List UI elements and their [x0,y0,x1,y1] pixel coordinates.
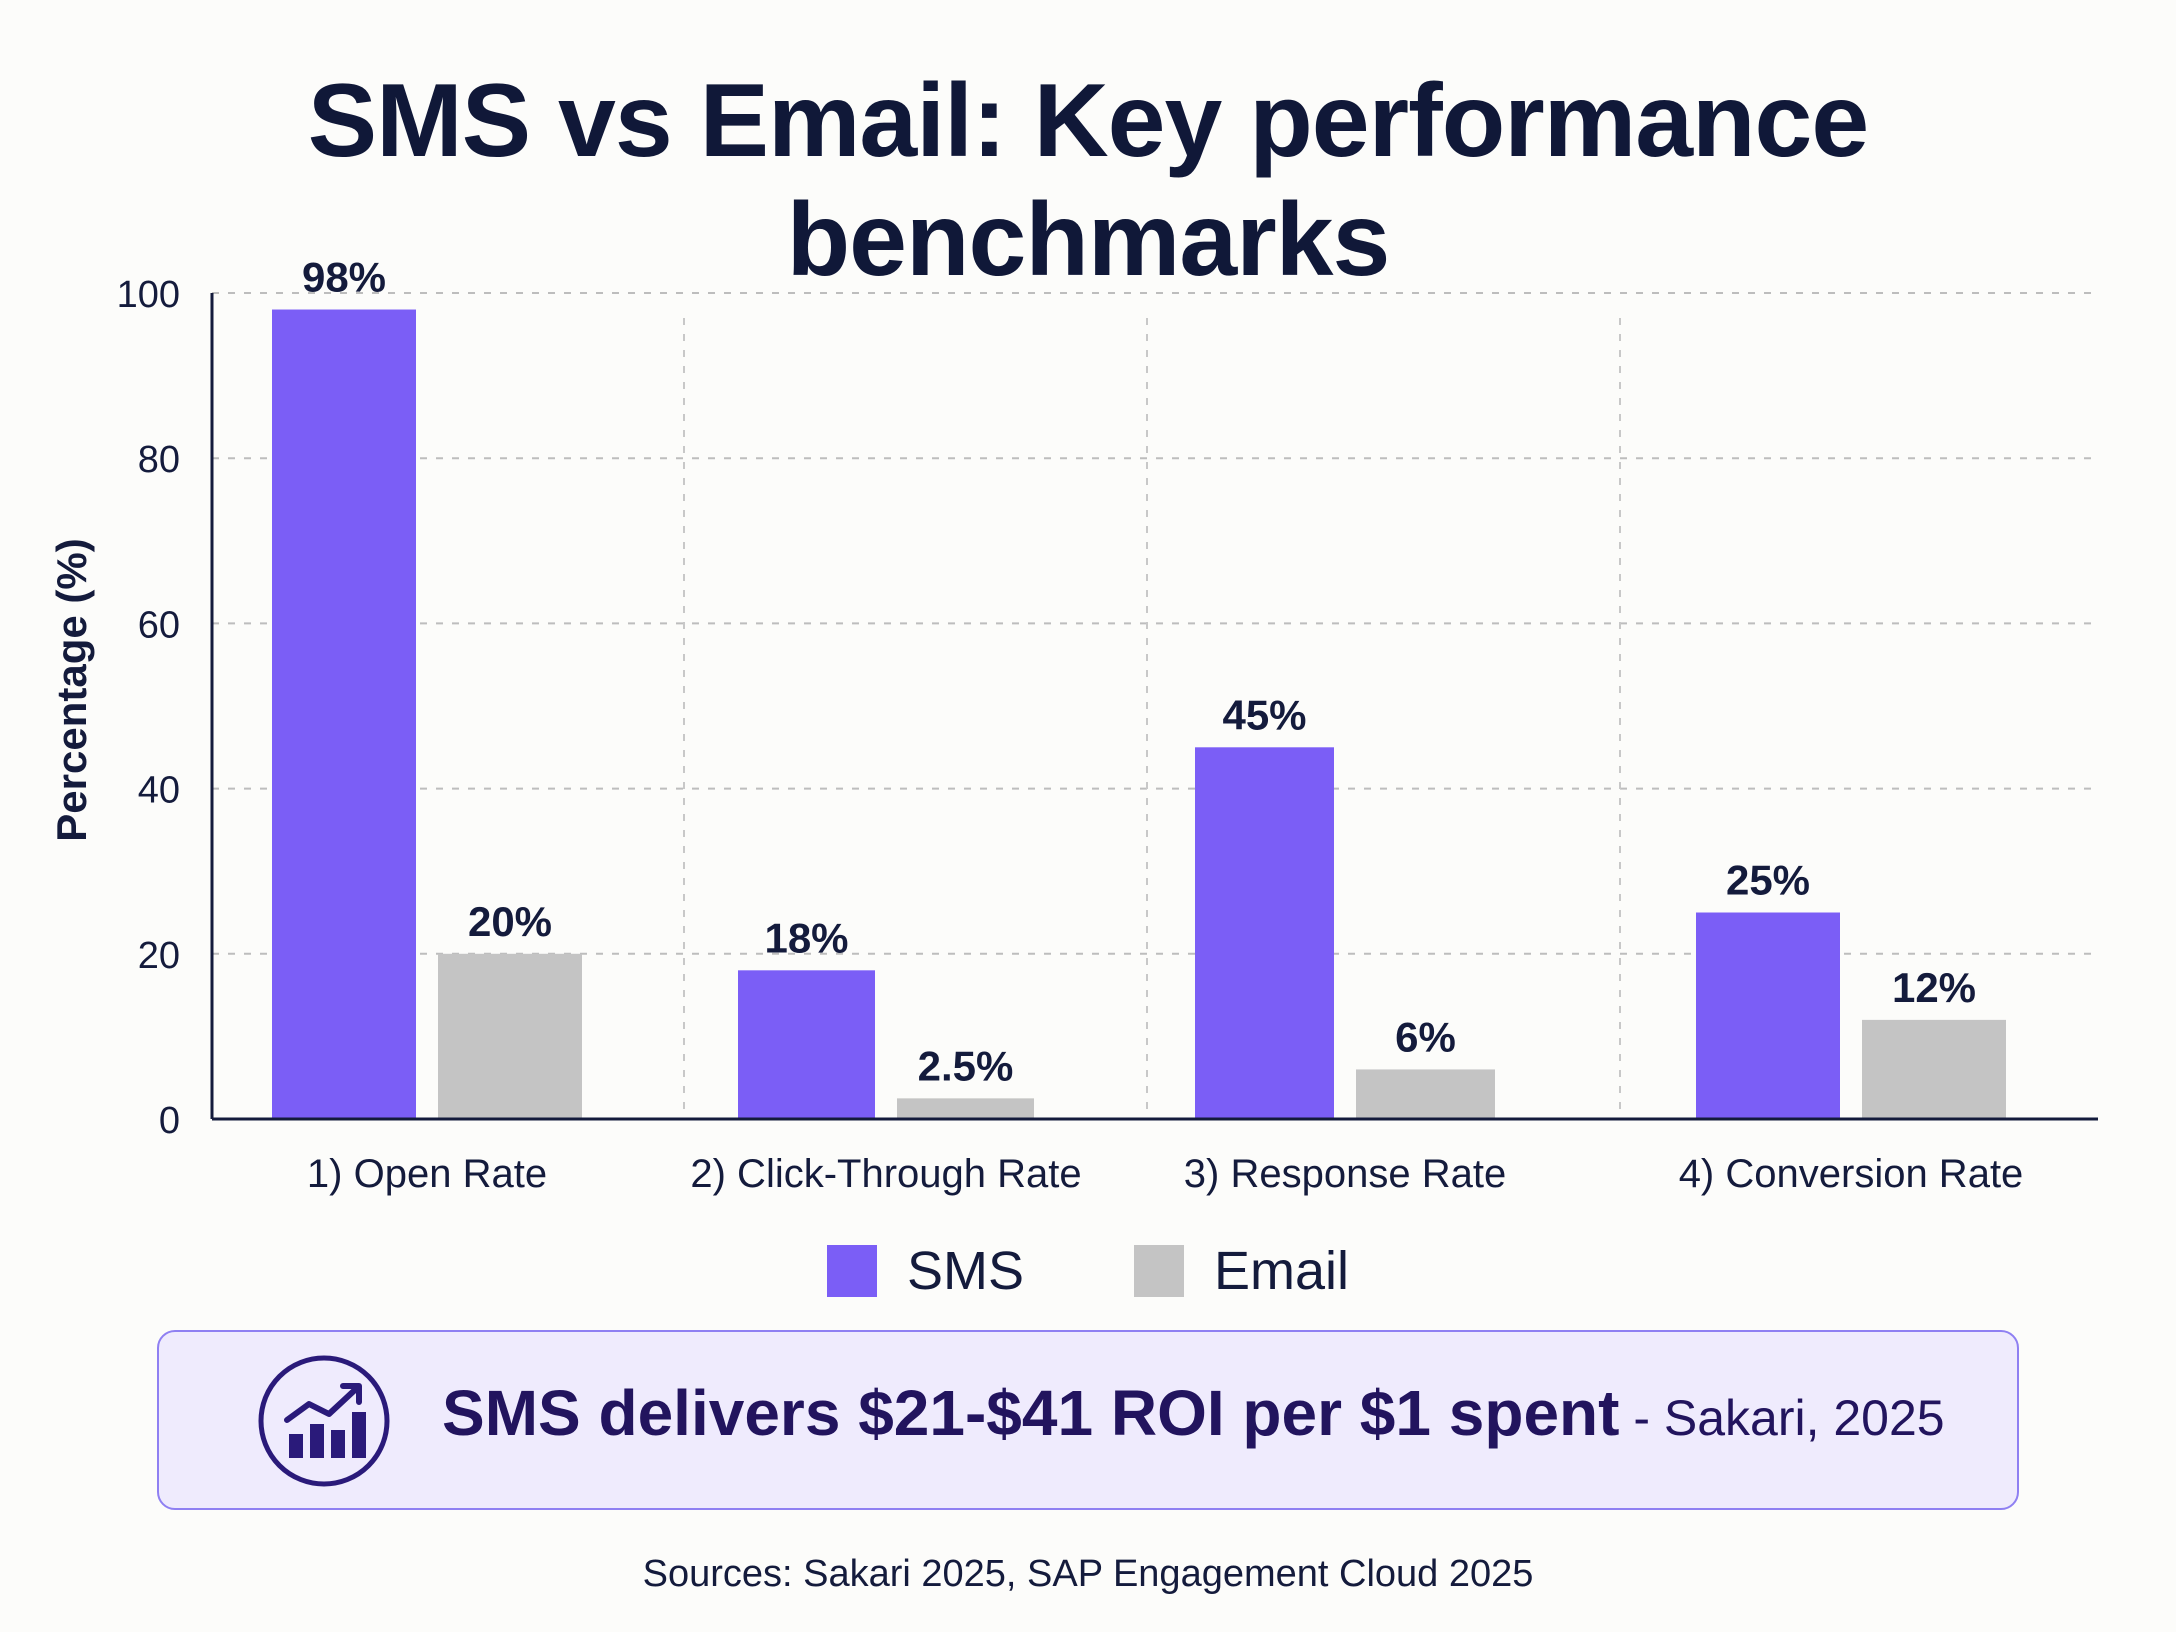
roi-source-text: - Sakari, 2025 [1619,1390,1945,1446]
data-label: 45% [1222,691,1306,738]
legend-label-email: Email [1214,1241,1350,1301]
legend-swatch-email [1134,1245,1184,1297]
y-tick-label: 80 [138,439,180,481]
y-axis-title: Percentage (%) [48,538,95,841]
bar-sms-1 [272,309,416,1119]
bar-email-3 [1356,1069,1495,1119]
data-label: 25% [1726,857,1810,904]
chart-growth-icon [258,1355,390,1487]
y-tick-label: 0 [159,1100,180,1142]
x-tick-label: 4) Conversion Rate [1679,1152,2024,1196]
bar-email-4 [1862,1019,2006,1119]
legend: SMS Email [0,1240,2176,1302]
x-tick-label: 3) Response Rate [1184,1152,1506,1196]
bars [272,309,2006,1119]
bar-email-1 [438,953,582,1119]
y-tick-label: 40 [138,770,180,812]
x-tick-label: 2) Click-Through Rate [690,1152,1081,1196]
bar-chart: 98% 20% 18% 2.5% 45% 6% 25% 12% 0 20 40 60 80 100 1) … [48,254,2098,1196]
page-title: SMS vs Email: Key performance benchmarks [307,63,1870,298]
bar-sms-4 [1696,912,1840,1119]
legend-swatch-sms [826,1245,877,1297]
legend-label-sms: SMS [906,1241,1024,1301]
bar-sms-3 [1195,747,1334,1119]
roi-statement: SMS delivers $21-$41 ROI per $1 spent - … [442,1376,1945,1450]
y-tick-label: 20 [138,935,180,977]
y-tick-label: 100 [117,274,180,316]
roi-callout: SMS delivers $21-$41 ROI per $1 spent - … [157,1330,2019,1510]
legend-item-email: Email [1134,1240,1349,1302]
legend-item-sms: SMS [826,1240,1024,1302]
sources-footnote: Sources: Sakari 2025, SAP Engagement Clo… [642,1553,1534,1595]
axes: 0 20 40 60 80 100 1) Open Rate 2) Click-Through… [117,274,2098,1196]
data-label: 6% [1395,1013,1456,1060]
bar-sms-2 [738,970,875,1119]
bar-email-2 [897,1098,1034,1119]
roi-main-text: SMS delivers $21-$41 ROI per $1 spent [442,1377,1620,1449]
data-label: 20% [468,898,552,945]
data-labels: 98% 20% 18% 2.5% 45% 6% 25% 12% [302,254,1976,1090]
data-label: 12% [1892,964,1976,1011]
data-label: 2.5% [918,1042,1014,1089]
y-tick-label: 60 [138,604,180,646]
data-label: 98% [302,254,386,301]
x-tick-label: 1) Open Rate [307,1152,547,1196]
data-label: 18% [764,914,848,961]
